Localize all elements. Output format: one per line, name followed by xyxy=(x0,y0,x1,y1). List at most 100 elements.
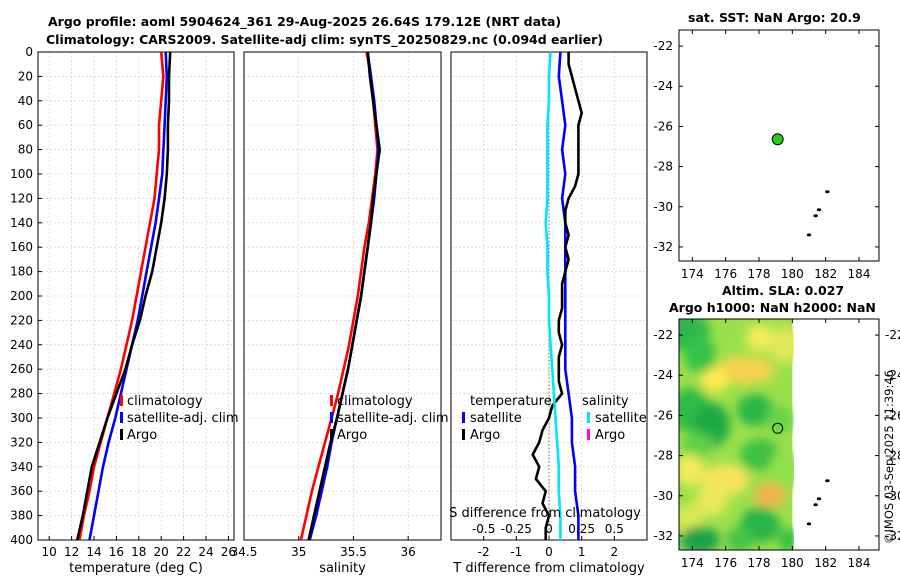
top-tick-label: 0 xyxy=(545,522,553,536)
y-tick-label: 240 xyxy=(10,338,33,352)
series-line xyxy=(557,51,580,540)
top-tick-label: -0.25 xyxy=(501,522,532,536)
island-mark xyxy=(825,479,830,483)
heat-cell xyxy=(740,439,780,471)
x-tick-label: 12 xyxy=(64,545,79,559)
x-tick-label: 24 xyxy=(198,545,213,559)
map-frame xyxy=(678,29,880,262)
map-x-tick-label: 178 xyxy=(748,556,771,570)
series-line xyxy=(531,52,584,540)
legend-label: Argo xyxy=(595,428,625,443)
island-mark xyxy=(806,233,812,237)
x-tick-label: 1 xyxy=(578,545,586,559)
y-tick-label: 20 xyxy=(18,69,33,83)
heat-cell xyxy=(726,528,754,550)
heat-cell xyxy=(701,368,729,392)
heat-cell xyxy=(680,526,720,550)
title-line-1: Argo profile: aoml 5904624_361 29-Aug-20… xyxy=(48,14,562,29)
map-x-tick-label: 176 xyxy=(714,267,737,281)
map-x-tick-label: 178 xyxy=(748,267,771,281)
heat-cell xyxy=(769,327,794,363)
map-x-tick-label: 184 xyxy=(848,267,871,281)
sla-map-title-1: Altim. SLA: 0.027 xyxy=(722,283,845,298)
x-tick-label: 26 xyxy=(221,545,236,559)
island-mark xyxy=(816,208,822,212)
legend-label: satellite xyxy=(470,411,522,426)
legend-swatch xyxy=(120,429,123,440)
copyright-stamp: ©IMOS 03-Sep-2025 11:39:46 xyxy=(882,370,896,544)
heat-cell xyxy=(746,324,774,352)
map-y-tick-label: -32 xyxy=(653,240,673,254)
series-line xyxy=(307,51,382,541)
x-axis-label: temperature (deg C) xyxy=(69,561,203,576)
series-line xyxy=(78,51,165,541)
title-line-2: Climatology: CARS2009. Satellite-adj cli… xyxy=(46,32,604,47)
legend-label: satellite-adj. clim xyxy=(127,411,239,426)
map-x-tick-label: 180 xyxy=(781,556,804,570)
legend-swatch xyxy=(462,412,465,423)
heat-cell xyxy=(715,356,775,384)
map-x-tick-label: 182 xyxy=(814,556,837,570)
legend-swatch xyxy=(587,429,590,440)
series-line xyxy=(88,51,169,541)
float-marker-outline xyxy=(772,422,784,434)
map-x-tick-label: 180 xyxy=(781,267,804,281)
map-x-tick-label: 176 xyxy=(714,556,737,570)
legend-label: Argo xyxy=(127,428,157,443)
legend-label: satellite-adj. clim xyxy=(337,411,449,426)
x-axis-label: salinity xyxy=(319,561,366,576)
map-y-tick-label: -32 xyxy=(885,529,900,543)
y-tick-label: 400 xyxy=(10,533,33,547)
heat-cell xyxy=(696,484,728,516)
y-tick-label: 140 xyxy=(10,216,33,230)
y-tick-label: 160 xyxy=(10,240,33,254)
y-tick-label: 300 xyxy=(10,411,33,425)
top-tick-label: 0.25 xyxy=(568,522,595,536)
y-tick-label: 340 xyxy=(10,460,33,474)
top-tick-label: 0.5 xyxy=(605,522,624,536)
map-y-tick-label: -28 xyxy=(653,449,673,463)
x-tick-label: 10 xyxy=(42,545,57,559)
x-tick-label: 18 xyxy=(131,545,146,559)
y-tick-label: 320 xyxy=(10,435,33,449)
legend-swatch xyxy=(587,412,590,423)
top-tick-label: -0.5 xyxy=(472,522,495,536)
map-y-tick-label: -30 xyxy=(885,489,900,503)
map-y-tick-label: -22 xyxy=(653,328,673,342)
sla-map-title-2: Argo h1000: NaN h2000: NaN xyxy=(669,300,876,315)
legend-label: climatology xyxy=(337,394,413,409)
x-tick-label: -2 xyxy=(478,545,490,559)
y-tick-label: 40 xyxy=(18,94,33,108)
axes-frame xyxy=(243,51,442,541)
y-tick-label: 0 xyxy=(25,45,33,59)
x-tick-label: 35 xyxy=(291,545,306,559)
map-y-tick-label: -22 xyxy=(653,39,673,53)
sla-heatmap xyxy=(679,319,794,550)
legend-swatch xyxy=(330,395,333,406)
map-y-tick-label: -26 xyxy=(653,119,673,133)
y-tick-label: 280 xyxy=(10,387,33,401)
legend-swatch xyxy=(330,412,333,423)
island-mark xyxy=(813,503,818,507)
map-y-tick-label: -24 xyxy=(653,79,673,93)
heat-cell xyxy=(754,483,786,507)
legend-swatch xyxy=(330,429,333,440)
map-y-tick-label: -26 xyxy=(653,408,673,422)
x-tick-label: 34.5 xyxy=(231,545,258,559)
map-y-tick-label: -28 xyxy=(653,160,673,174)
x-tick-label: 14 xyxy=(86,545,101,559)
map-x-tick-label: 182 xyxy=(814,267,837,281)
map-x-tick-label: 184 xyxy=(848,556,871,570)
map-x-tick-label: 174 xyxy=(681,267,704,281)
y-tick-label: 120 xyxy=(10,191,33,205)
y-tick-label: 80 xyxy=(18,143,33,157)
y-tick-label: 180 xyxy=(10,265,33,279)
legend-title: salinity xyxy=(582,394,629,409)
x-tick-label: 2 xyxy=(611,545,619,559)
x-tick-label: 20 xyxy=(154,545,169,559)
x-axis-label: T difference from climatology xyxy=(452,561,645,576)
y-tick-label: 360 xyxy=(10,484,33,498)
y-tick-label: 60 xyxy=(18,118,33,132)
map-y-tick-label: -26 xyxy=(885,408,900,422)
